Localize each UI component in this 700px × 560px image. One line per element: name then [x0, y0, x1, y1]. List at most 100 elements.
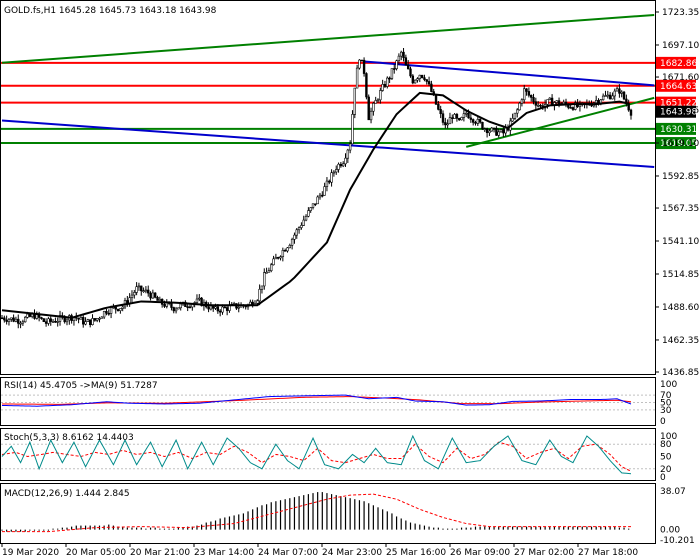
candle-body [107, 312, 110, 315]
candle-body [497, 131, 500, 136]
time-tick-label: 24 Mar 07:00 [258, 548, 318, 558]
candle-body [151, 292, 155, 299]
candle-body [379, 90, 382, 101]
candle-body [135, 286, 138, 293]
candle-body [221, 306, 224, 313]
candle-body [341, 163, 345, 167]
price-tick-label: 1592.85 [662, 172, 699, 182]
candle-body [355, 67, 359, 89]
candle-body [615, 88, 619, 92]
candle-body [44, 321, 48, 324]
macd-pane-frame [0, 483, 656, 544]
candle-body [404, 57, 408, 66]
moving-average-line [1, 91, 629, 319]
level-label: 1619.05 [660, 139, 697, 149]
candle-body [116, 308, 120, 311]
candle-body [532, 97, 535, 102]
candle-body [471, 119, 475, 123]
candle-body [339, 163, 343, 167]
level-label-box [656, 137, 696, 150]
candle-body [267, 270, 271, 273]
candle-body [629, 109, 633, 116]
candle-body [400, 51, 403, 57]
candle-body [513, 112, 517, 119]
candle-body [571, 107, 575, 110]
candle-body [149, 292, 152, 299]
candle-body [158, 298, 162, 301]
candle-body [47, 318, 50, 324]
candle-body [17, 318, 20, 324]
candle-body [56, 321, 59, 323]
blue-resistance-line [363, 60, 655, 87]
time-tick-label: 19 Mar 2020 [2, 548, 59, 558]
candle-body [314, 203, 317, 206]
candle-body [40, 317, 43, 319]
candle-body [335, 169, 338, 173]
candle-body [293, 234, 296, 240]
candle-body [316, 196, 319, 205]
candle-body [416, 78, 419, 81]
candle-body [172, 307, 175, 312]
candle-body [358, 59, 361, 69]
candle-body [309, 207, 312, 211]
price-lines: 1682.86 1664.63 1651.22 1630.31 1619.05 [1, 13, 697, 168]
rsi-pane-frame [0, 377, 656, 426]
candle-body [207, 306, 210, 310]
macd-tick-label: -10.201 [660, 536, 695, 546]
indicator-tick-label: 50 [660, 453, 672, 463]
indicator-tick-label: 0 [660, 473, 666, 483]
candle-body [516, 109, 519, 114]
candle-body [474, 122, 477, 124]
candle-body [555, 100, 558, 103]
candle-body [388, 77, 391, 80]
price-tick-label: 1723.35 [662, 8, 699, 18]
candle-body [218, 310, 222, 313]
rsi-label: RSI(14) 45.4705 ->MA(9) 51.7287 [4, 381, 158, 391]
indicator-tick-label: 20 [660, 465, 672, 475]
candle-body [597, 99, 600, 104]
candle-body [381, 84, 384, 91]
candle-body [14, 318, 18, 322]
macd-tick-label: 38.07 [660, 487, 686, 497]
candle-body [448, 117, 452, 125]
candle-body [137, 285, 141, 288]
candle-body [348, 143, 352, 151]
candle-body [321, 194, 324, 197]
candle-body [536, 104, 540, 107]
candle-body [177, 307, 180, 310]
lower-blue-line [1, 119, 655, 168]
candle-body [65, 319, 69, 323]
candle-body [332, 171, 336, 174]
candle-body [279, 256, 282, 259]
level-label-box [656, 122, 696, 135]
indicator-tick-label: 70 [660, 391, 672, 401]
candle-body [374, 100, 377, 104]
level-label-box [656, 79, 696, 92]
candle-body [518, 102, 521, 111]
candle-body [93, 318, 97, 321]
macd-label: MACD(12,26,9) 1.444 2.845 [4, 489, 130, 499]
candle-body [527, 91, 531, 96]
stoch-pane-frame [0, 428, 656, 481]
last-price-label: 1643.98 [660, 108, 697, 118]
candle-body [225, 307, 229, 311]
candle-body [26, 313, 29, 318]
macd-pane: 38.07 0.00-10.201 [1, 487, 695, 546]
macd-tick-label: 0.00 [660, 526, 680, 536]
candle-body [529, 95, 533, 98]
candle-body [54, 320, 57, 323]
candle-body [386, 77, 389, 87]
rsi-line [1, 394, 632, 407]
candle-body [147, 289, 150, 294]
candle-body [24, 317, 27, 323]
candle-body [437, 103, 440, 110]
symbol-header: GOLD.fs,H1 1645.28 1645.73 1643.18 1643.… [4, 6, 217, 16]
candle-body [302, 219, 305, 226]
candle-body [153, 292, 157, 298]
candle-body [601, 95, 605, 101]
candle-body [397, 55, 401, 62]
candle-body [606, 94, 609, 97]
candle-body [163, 304, 166, 307]
candle-body [599, 99, 603, 104]
